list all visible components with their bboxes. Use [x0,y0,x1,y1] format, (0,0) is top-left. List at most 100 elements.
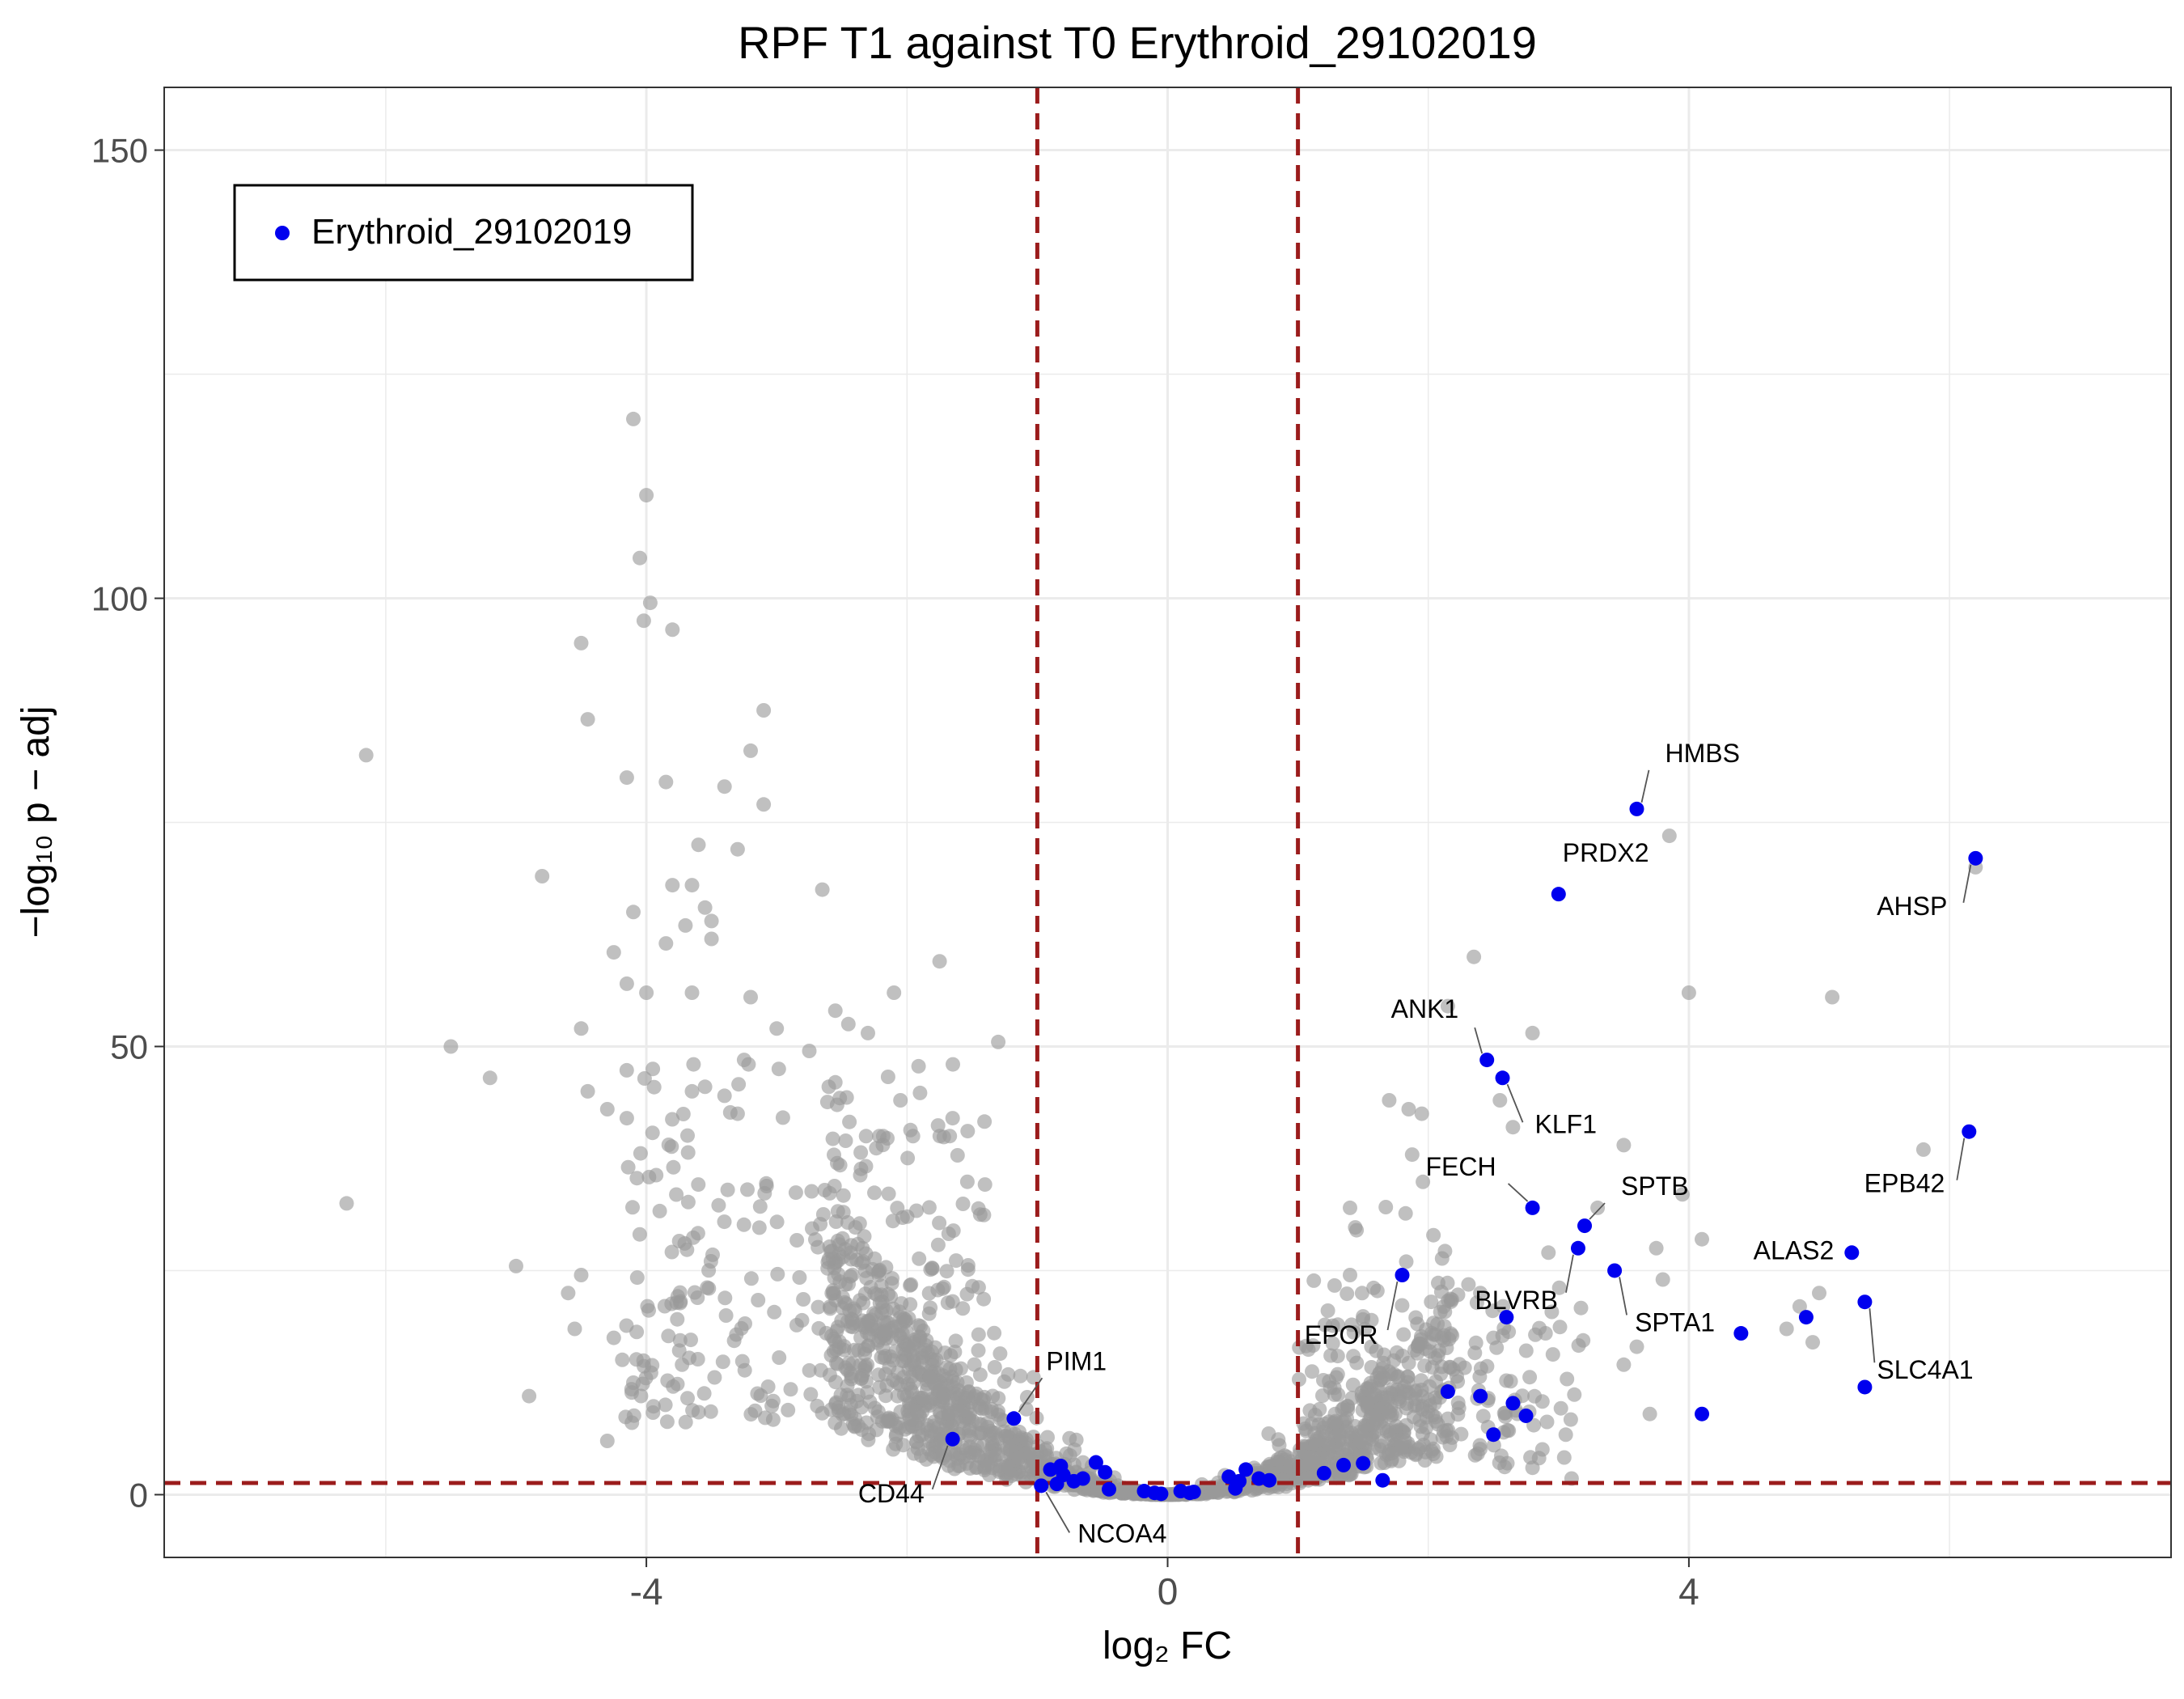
gene-point [1067,1442,1082,1457]
gene-point [815,882,830,897]
gene-point [871,1367,887,1383]
gene-point [833,1388,849,1403]
gene-point [620,1159,636,1175]
gene-point [718,1308,734,1323]
gene-point [861,1025,875,1040]
gene-point [781,1402,796,1417]
gene-point [1450,1395,1466,1410]
gene-point [704,931,719,947]
gene-point [838,1133,853,1148]
gene-point [665,1112,680,1127]
gene-point [701,1263,717,1278]
gene-point [836,1188,851,1203]
gene-label: KLF1 [1535,1109,1597,1138]
gene-point [1206,1483,1221,1498]
gene-point [858,1129,874,1144]
gene-point [832,1158,848,1173]
gene-point [881,1186,896,1201]
gene-point [1467,949,1482,964]
gene-point [857,1263,873,1278]
gene-point [642,595,658,611]
gene-point [1396,1327,1412,1342]
gene-point [1551,1280,1567,1295]
gene-point [903,1122,918,1138]
gene-point [697,1079,713,1095]
gene-point [1534,1442,1550,1457]
gene-point [977,1389,992,1405]
gene-point [1115,1484,1131,1499]
legend-swatch [275,226,290,240]
gene-point [1629,1339,1644,1354]
gene-point [930,1237,946,1252]
gene-point [857,1229,872,1244]
gene-point [625,1200,640,1215]
gene-point [1369,1343,1384,1358]
gene-point [675,1357,690,1372]
gene-point [853,1145,869,1160]
gene-point [961,1384,976,1400]
gene-label: PRDX2 [1563,838,1649,867]
gene-point [1450,1374,1466,1389]
gene-point [1271,1432,1286,1447]
label-connector [931,1445,949,1490]
gene-point [633,550,647,566]
gene-point [1544,1304,1560,1320]
gene-point [956,1421,971,1436]
gene-point [615,1352,630,1367]
gene-point [1492,1093,1508,1108]
gene-point [606,945,621,960]
gene-point [1486,1438,1501,1453]
gene-point [1404,1147,1420,1163]
highlight-point [1316,1465,1331,1481]
highlight-point [1495,1070,1510,1086]
gene-point [730,1106,745,1121]
gene-point [1473,1442,1488,1457]
highlight-point [1570,1240,1585,1256]
gene-point [1356,1309,1371,1324]
gene-point [1417,1453,1433,1468]
gene-point [1525,1460,1540,1476]
gene-point [1412,1440,1428,1455]
gene-point [1695,1231,1709,1247]
gene-point [939,1264,954,1279]
highlight-point [1525,1200,1540,1215]
gene-point [637,1358,652,1374]
gene-label: AHSP [1877,892,1947,921]
highlight-point [1375,1472,1390,1488]
gene-point [971,1327,986,1342]
gene-point [574,1268,589,1282]
gene-point [752,1199,768,1214]
x-tick-label: -4 [630,1570,663,1612]
gene-point [997,1374,1012,1389]
highlight-point [1262,1472,1277,1488]
gene-point [740,1182,755,1197]
gene-point [1330,1349,1345,1364]
label-connector [1565,1254,1574,1293]
gene-point [1327,1277,1342,1293]
gene-label: ALAS2 [1754,1235,1835,1265]
gene-point [960,1258,976,1273]
gene-label: EPB42 [1864,1169,1945,1198]
gene-point [1364,1360,1379,1375]
gene-point [932,1383,947,1398]
x-tick-label: 0 [1158,1570,1179,1612]
gene-point [632,1227,647,1242]
gene-point [686,1057,701,1072]
gene-point [802,1362,817,1378]
label-connector [1589,1202,1606,1220]
gene-point [980,1457,996,1472]
gene-point [1553,1400,1568,1416]
gene-point [629,1270,645,1286]
gene-point [1541,1245,1556,1260]
gene-point [950,1390,965,1405]
threshold-lines [164,87,2171,1557]
x-axis-title: log₂ FC [1103,1625,1232,1667]
gene-point [1390,1370,1405,1384]
gene-point [646,1079,662,1095]
gene-point [828,1375,843,1390]
gene-label: PIM1 [1046,1346,1107,1375]
gene-point [633,1146,648,1161]
gene-point [606,1330,621,1345]
label-connector [1474,1027,1484,1054]
gene-point [626,1375,641,1390]
